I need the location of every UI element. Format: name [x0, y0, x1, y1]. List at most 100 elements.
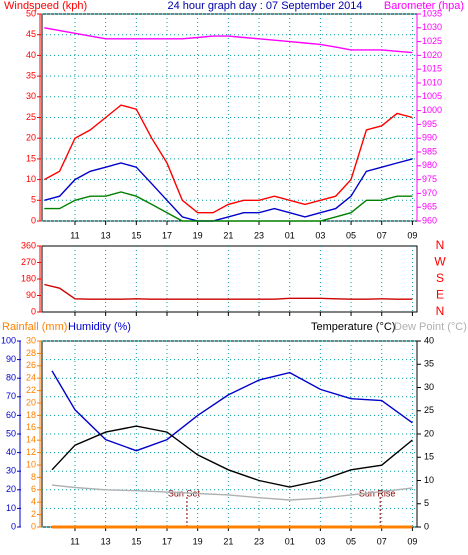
baro-axis-title: Barometer (hpa) [384, 0, 464, 12]
y-tick-label: 360 [21, 240, 36, 250]
y-tick-label: 50 [26, 8, 36, 18]
y3-tick-label: 10 [26, 459, 36, 469]
y-tick-label: 90 [26, 290, 36, 300]
y2-tick-label: 1005 [422, 91, 442, 101]
x-tick-label: 09 [407, 536, 417, 546]
y-tick-label: 40 [6, 447, 16, 457]
y-tick-label: 20 [6, 484, 16, 494]
series-line [44, 158, 413, 222]
y3-tick-label: 22 [26, 385, 36, 395]
y-tick-label: 0 [31, 306, 36, 316]
rain-title: Rainfall (mm) [2, 321, 67, 333]
chart-title: 24 hour graph day : 07 September 2014 [167, 0, 362, 12]
x-tick-label: 23 [254, 536, 264, 546]
y2-tick-label: 5 [424, 498, 429, 508]
y2-tick-label: 960 [422, 215, 437, 225]
y2-tick-label: 1025 [422, 36, 442, 46]
y3-tick-label: 30 [26, 335, 36, 345]
x-tick-label: 19 [193, 536, 203, 546]
x-tick-label: 07 [377, 230, 387, 240]
x-tick-label: 21 [223, 536, 233, 546]
y2-tick-label: 30 [424, 382, 434, 392]
x-tick-label: 23 [254, 230, 264, 240]
x-tick-label: 13 [101, 230, 111, 240]
temperature-title: Temperature (°C) [311, 321, 395, 333]
x-tick-label: 05 [346, 230, 356, 240]
x-tick-label: 15 [131, 230, 141, 240]
y2-tick-label: N [436, 238, 445, 252]
y2-tick-label: 985 [422, 146, 437, 156]
y2-tick-label: 990 [422, 133, 437, 143]
x-tick-label: 05 [346, 536, 356, 546]
y3-tick-label: 8 [31, 472, 36, 482]
y-tick-label: 90 [6, 354, 16, 364]
y3-tick-label: 24 [26, 373, 36, 383]
y3-tick-label: 4 [31, 497, 36, 507]
y2-tick-label: 25 [424, 405, 434, 415]
y2-tick-label: 1015 [422, 64, 442, 74]
y2-tick-label: S [436, 271, 444, 285]
y3-tick-label: 26 [26, 360, 36, 370]
x-tick-label: 13 [101, 536, 111, 546]
y2-tick-label: 965 [422, 202, 437, 212]
y-tick-label: 35 [26, 70, 36, 80]
x-tick-label: 15 [131, 536, 141, 546]
y3-tick-label: 16 [26, 422, 36, 432]
x-tick-label: 01 [285, 230, 295, 240]
y2-tick-label: 20 [424, 428, 434, 438]
y-tick-label: 20 [26, 133, 36, 143]
y2-tick-label: 40 [424, 335, 434, 345]
x-tick-label: 17 [162, 536, 172, 546]
x-tick-label: 11 [70, 536, 79, 546]
dewpoint-title: Dew Point (°C) [394, 321, 467, 333]
y2-tick-label: 975 [422, 174, 437, 184]
humidity-title: Humidity (%) [68, 321, 131, 333]
x-tick-label: 03 [315, 536, 325, 546]
plot-area [41, 245, 418, 313]
y-tick-label: 0 [31, 215, 36, 225]
series-line [51, 484, 413, 501]
y2-tick-label: 1020 [422, 50, 442, 60]
x-tick-label: 21 [223, 230, 233, 240]
y2-tick-label: 980 [422, 160, 437, 170]
y-tick-label: 30 [26, 91, 36, 101]
y3-tick-label: 6 [31, 484, 36, 494]
series-line [43, 104, 413, 214]
y2-tick-label: 15 [424, 452, 434, 462]
x-tick-label: 09 [407, 230, 417, 240]
wind-axis-title: Windspeed (kph) [4, 0, 87, 12]
y3-tick-label: 28 [26, 348, 36, 358]
y2-tick-label: 970 [422, 188, 437, 198]
y2-tick-label: 995 [422, 119, 437, 129]
series-line [51, 370, 413, 452]
y-tick-label: 180 [21, 273, 36, 283]
y2-tick-label: 1010 [422, 77, 442, 87]
y3-tick-label: 20 [26, 397, 36, 407]
y-tick-label: 80 [6, 373, 16, 383]
y-tick-label: 100 [1, 335, 16, 345]
series-line [51, 425, 413, 488]
y3-tick-label: 12 [26, 447, 36, 457]
y2-tick-label: 1035 [422, 8, 442, 18]
y2-tick-label: W [434, 255, 446, 269]
y3-tick-label: 14 [26, 435, 36, 445]
y-tick-label: 60 [6, 410, 16, 420]
series-line [44, 283, 413, 300]
y-tick-label: 15 [26, 153, 36, 163]
y2-tick-label: E [436, 288, 444, 302]
y2-tick-label: 1000 [422, 105, 442, 115]
series-line [44, 191, 413, 222]
y3-tick-label: 0 [31, 521, 36, 531]
y-tick-label: 5 [31, 195, 36, 205]
y3-tick-label: 18 [26, 410, 36, 420]
y-tick-label: 45 [26, 29, 36, 39]
y2-tick-label: 0 [424, 521, 429, 531]
y-tick-label: 10 [6, 503, 16, 513]
y2-tick-label: 1030 [422, 22, 442, 32]
annotation: Sun Rise [359, 488, 396, 498]
y-tick-label: 0 [11, 521, 16, 531]
y-tick-label: 10 [26, 174, 36, 184]
y-tick-label: 270 [21, 257, 36, 267]
x-tick-label: 01 [285, 536, 295, 546]
